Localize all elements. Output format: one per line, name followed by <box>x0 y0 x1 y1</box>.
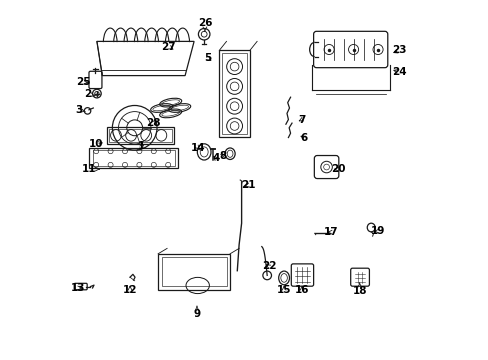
Text: 23: 23 <box>391 45 406 55</box>
Text: 28: 28 <box>146 118 161 128</box>
Text: 6: 6 <box>300 132 307 143</box>
Text: 13: 13 <box>71 283 85 293</box>
Text: 27: 27 <box>161 42 176 52</box>
Bar <box>162 257 226 286</box>
Text: 10: 10 <box>89 139 103 149</box>
Bar <box>219 50 249 137</box>
Text: 17: 17 <box>324 227 338 237</box>
Bar <box>158 254 230 290</box>
Text: 4: 4 <box>212 153 219 163</box>
Text: 1: 1 <box>138 141 145 151</box>
Text: 9: 9 <box>193 306 200 319</box>
Text: 26: 26 <box>197 18 212 31</box>
Text: 18: 18 <box>352 283 366 296</box>
Bar <box>89 148 178 168</box>
Bar <box>92 150 174 166</box>
Text: 8: 8 <box>219 150 226 161</box>
Text: 5: 5 <box>203 53 211 63</box>
Text: 24: 24 <box>391 67 406 77</box>
Text: 12: 12 <box>122 285 137 295</box>
Text: 19: 19 <box>370 226 384 236</box>
Text: 11: 11 <box>81 164 99 174</box>
Bar <box>108 129 171 142</box>
Bar <box>107 127 173 144</box>
Text: 3: 3 <box>75 105 85 115</box>
Text: 2: 2 <box>84 89 94 99</box>
Bar <box>222 53 246 134</box>
Text: 16: 16 <box>294 285 309 295</box>
Text: 14: 14 <box>190 143 204 153</box>
Text: 25: 25 <box>76 77 90 87</box>
Text: 15: 15 <box>276 285 291 295</box>
Text: 20: 20 <box>330 164 345 174</box>
Text: 7: 7 <box>298 114 305 125</box>
Text: 21: 21 <box>241 180 255 190</box>
Text: 22: 22 <box>261 261 276 271</box>
